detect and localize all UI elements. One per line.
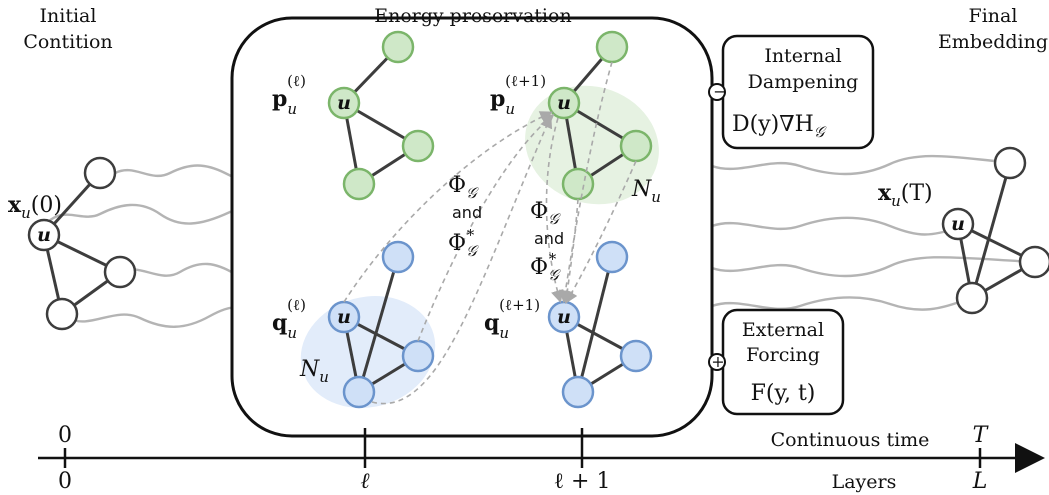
q-l1-node-bottom xyxy=(561,375,595,409)
final-node-top xyxy=(993,146,1027,180)
neighborhood-label-blue: Nu xyxy=(299,357,329,386)
p-l1-node-label: u xyxy=(557,92,571,114)
p-graph-layer-l1: u xyxy=(547,30,653,201)
neighborhood-label-green: Nu xyxy=(631,177,661,206)
q-l1-node-right xyxy=(619,339,653,373)
tick-bottom-l1: ℓ + 1 xyxy=(554,469,611,494)
forcing-sign: + xyxy=(711,352,724,371)
p-layer-l-label: pu(ℓ) xyxy=(272,72,306,118)
p-l1-node-top xyxy=(595,30,629,64)
p-l1-node-u xyxy=(547,86,581,120)
wave-lines-right xyxy=(711,154,1036,311)
dampening-formula: D(y)∇H𝒢 xyxy=(732,112,827,141)
forcing-box: + External Forcing F(y, t) xyxy=(708,308,845,416)
q-l1-node-top xyxy=(595,240,629,274)
p-l-node-right xyxy=(401,129,435,163)
operator-label-left: Φ𝒢 and Φ𝒢* xyxy=(448,173,482,260)
final-graph: u xyxy=(941,146,1049,315)
initial-state-label: xu(0) xyxy=(8,192,62,222)
tick-top-0: 0 xyxy=(58,423,72,448)
initial-node-right xyxy=(103,255,137,289)
q-layer-l-label: qu(ℓ) xyxy=(272,296,306,342)
right-caption-line1: Final xyxy=(969,5,1018,27)
tick-top-T: T xyxy=(973,423,990,448)
diagram-title: Energy preservation xyxy=(374,5,571,27)
svg-text:Φ𝒢: Φ𝒢 xyxy=(530,199,561,228)
dampening-line2: Dampening xyxy=(748,71,859,93)
forcing-line2: Forcing xyxy=(746,344,820,366)
svg-text:Φ𝒢: Φ𝒢 xyxy=(448,173,479,202)
q-graph-layer-l1: u xyxy=(547,240,653,409)
left-caption-line2: Contition xyxy=(23,31,112,53)
svg-text:Φ𝒢*: Φ𝒢* xyxy=(530,250,561,284)
left-caption-line1: Initial xyxy=(40,5,97,27)
p-l-node-u xyxy=(327,86,361,120)
final-node-bottom xyxy=(955,281,989,315)
axis-layer-label: Layers xyxy=(832,471,897,493)
final-node-right xyxy=(1018,245,1049,279)
p-graph-layer-l: u xyxy=(327,30,435,201)
svg-text:Φ𝒢*: Φ𝒢* xyxy=(448,226,479,260)
p-l-node-label: u xyxy=(337,92,351,114)
p-l-node-top xyxy=(381,30,415,64)
dampening-box: − Internal Dampening D(y)∇H𝒢 xyxy=(708,34,875,150)
p-layer-l1-label: pu(ℓ+1) xyxy=(490,72,546,118)
initial-graph: u xyxy=(27,156,137,331)
svg-text:and: and xyxy=(452,203,482,222)
right-caption-line2: Embedding xyxy=(938,31,1048,53)
q-l-node-label: u xyxy=(337,306,351,328)
q-l-node-bottom xyxy=(342,375,376,409)
q-graph-layer-l: u xyxy=(327,240,435,409)
p-l-node-bottom xyxy=(342,167,376,201)
svg-text:and: and xyxy=(534,229,564,248)
initial-node-bottom xyxy=(45,297,79,331)
final-state-label: xu(T) xyxy=(878,180,933,210)
operator-label-right: Φ𝒢 and Φ𝒢* xyxy=(530,199,564,284)
p-l1-node-bottom xyxy=(561,167,595,201)
dampening-sign: − xyxy=(713,82,726,101)
q-l-node-right xyxy=(401,339,435,373)
timeline-axis xyxy=(38,428,1045,473)
forcing-line1: External xyxy=(742,319,824,341)
p-l1-node-right xyxy=(619,129,653,163)
tick-bottom-L: L xyxy=(972,469,988,494)
q-layer-l1-label: qu(ℓ+1) xyxy=(484,296,540,342)
q-l-node-top xyxy=(381,240,415,274)
operator-arrows xyxy=(343,61,637,405)
dampening-line1: Internal xyxy=(764,45,841,67)
forcing-formula: F(y, t) xyxy=(751,381,816,406)
final-node-u xyxy=(941,207,975,241)
initial-node-top xyxy=(83,156,117,190)
initial-node-label: u xyxy=(37,224,51,246)
q-l1-node-label: u xyxy=(557,306,571,328)
tick-bottom-l: ℓ xyxy=(360,469,370,494)
tick-bottom-0: 0 xyxy=(58,469,72,494)
initial-node-u xyxy=(27,218,61,252)
axis-time-label: Continuous time xyxy=(771,429,930,451)
final-node-label: u xyxy=(951,213,965,235)
